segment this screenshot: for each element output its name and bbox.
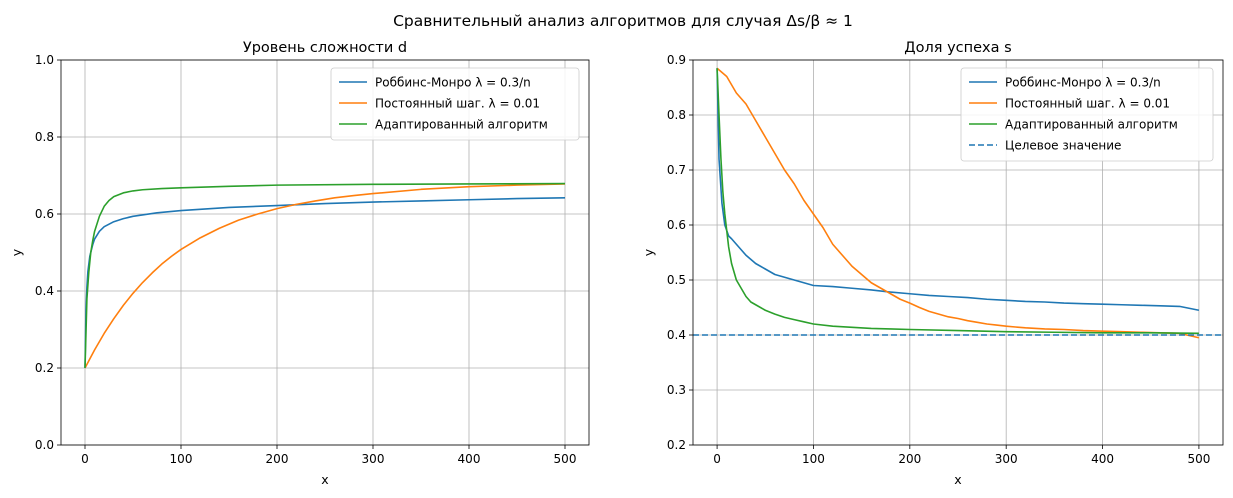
series-line-robbins bbox=[716, 68, 1200, 312]
y-tick-label: 0.7 bbox=[667, 163, 686, 177]
plot-frame bbox=[692, 59, 1224, 446]
x-tick-label: 200 bbox=[898, 452, 921, 466]
series-line-adaptive bbox=[716, 68, 1199, 335]
x-tick-label: 100 bbox=[170, 452, 193, 466]
legend-box bbox=[330, 67, 580, 141]
legend-label-constant: Постоянный шаг. λ = 0.01 bbox=[1005, 97, 1170, 111]
x-tick-label: 0 bbox=[713, 452, 721, 466]
chart-difficulty-level: 0 100 200 300 400 500 0.0 0.2 0.4 0.6 0.8 1.0 Уровен… bbox=[9, 40, 590, 487]
x-tick-label: 400 bbox=[458, 452, 481, 466]
x-tick-label: 200 bbox=[266, 452, 289, 466]
legend-label-robbins: Роббинс-Монро λ = 0.3/n bbox=[1005, 76, 1161, 90]
plot-frame bbox=[60, 59, 590, 446]
y-tick-label: 0.4 bbox=[667, 328, 686, 342]
series-line-constant bbox=[84, 183, 566, 369]
y-tick-label: 1.0 bbox=[35, 53, 54, 67]
x-tick-label: 500 bbox=[554, 452, 577, 466]
x-axis-label: x bbox=[321, 472, 328, 487]
y-tick-label: 0.2 bbox=[35, 361, 54, 375]
y-tick-label: 0.9 bbox=[667, 53, 686, 67]
y-tick-label: 0.8 bbox=[35, 130, 54, 144]
legend-label-adaptive: Адаптированный алгоритм bbox=[1005, 118, 1178, 132]
chart-title: Доля успеха s bbox=[904, 40, 1011, 56]
x-tick-label: 100 bbox=[802, 452, 825, 466]
x-tick-label: 400 bbox=[1091, 452, 1114, 466]
legend-label-target: Целевое значение bbox=[1005, 139, 1121, 153]
y-tick-label: 0.8 bbox=[667, 108, 686, 122]
y-tick-label: 0.6 bbox=[35, 207, 54, 221]
y-tick-label: 0.2 bbox=[667, 438, 686, 452]
legend: Роббинс-Монро λ = 0.3/n Постоянный шаг. λ… bbox=[330, 67, 580, 141]
figure-suptitle: Сравнительный анализ алгоритмов для случ… bbox=[393, 12, 853, 30]
x-tick-label: 300 bbox=[995, 452, 1018, 466]
x-tick-label: 300 bbox=[362, 452, 385, 466]
legend-box bbox=[960, 67, 1214, 162]
legend-label-robbins: Роббинс-Монро λ = 0.3/n bbox=[375, 76, 531, 90]
series-line-adaptive bbox=[84, 182, 566, 369]
y-tick-label: 0.3 bbox=[667, 383, 686, 397]
chart-success-rate: 0 100 200 300 400 500 0.2 0.3 0.4 0.5 0.6 0.7 0.8 0.9… bbox=[641, 40, 1224, 487]
legend: Роббинс-Монро λ = 0.3/n Постоянный шаг. λ… bbox=[960, 67, 1214, 162]
x-tick-label: 0 bbox=[81, 452, 89, 466]
chart-title: Уровень сложности d bbox=[243, 40, 407, 56]
series-line-constant bbox=[716, 67, 1200, 339]
legend-label-constant: Постоянный шаг. λ = 0.01 bbox=[375, 97, 540, 111]
x-tick-label: 500 bbox=[1187, 452, 1210, 466]
legend-label-adaptive: Адаптированный алгоритм bbox=[375, 118, 548, 132]
y-axis-label: y bbox=[641, 248, 656, 256]
x-axis-label: x bbox=[954, 472, 961, 487]
series-line-robbins bbox=[84, 197, 566, 369]
y-axis-label: y bbox=[9, 248, 24, 256]
y-tick-label: 0.5 bbox=[667, 273, 686, 287]
y-tick-label: 0.0 bbox=[35, 438, 54, 452]
y-tick-label: 0.6 bbox=[667, 218, 686, 232]
y-tick-label: 0.4 bbox=[35, 284, 54, 298]
